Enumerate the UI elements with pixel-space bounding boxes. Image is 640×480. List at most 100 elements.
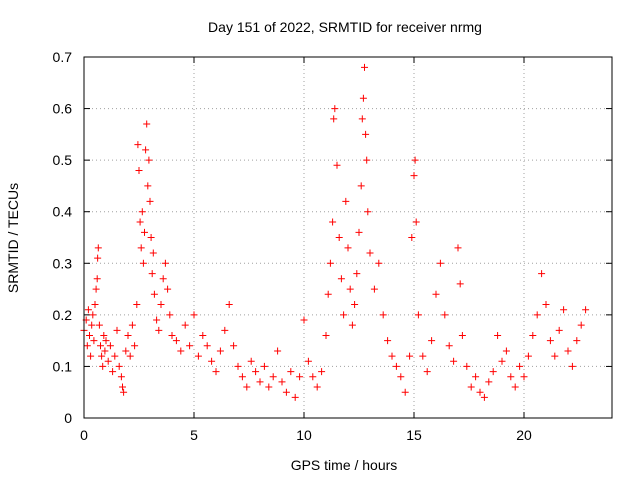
data-point	[122, 347, 130, 355]
data-point	[573, 337, 581, 345]
data-point	[419, 352, 427, 360]
data-point	[324, 290, 332, 298]
data-point	[230, 342, 238, 350]
data-point	[408, 234, 416, 241]
data-point	[344, 244, 352, 252]
y-tick-label: 0.1	[53, 358, 73, 374]
data-point	[99, 362, 107, 370]
data-point	[98, 352, 106, 360]
data-point	[362, 130, 370, 138]
data-points	[80, 63, 590, 401]
data-point	[318, 368, 326, 376]
y-tick-label: 0.4	[53, 204, 73, 220]
data-point	[147, 234, 155, 241]
data-point	[524, 352, 532, 360]
data-point	[102, 337, 110, 345]
data-point	[560, 306, 568, 314]
data-point	[335, 234, 343, 241]
data-point	[95, 321, 103, 329]
data-point	[119, 383, 126, 391]
data-point	[109, 368, 117, 376]
data-point	[384, 337, 392, 345]
data-point	[551, 352, 559, 360]
x-tick-label: 0	[80, 427, 88, 443]
data-point	[126, 352, 134, 360]
y-tick-label: 0	[64, 410, 72, 426]
data-point	[538, 270, 546, 278]
data-point	[322, 331, 330, 339]
data-point	[353, 270, 361, 278]
data-point	[309, 373, 317, 381]
data-point	[164, 285, 172, 293]
data-point	[90, 337, 98, 345]
data-point	[265, 383, 273, 391]
data-point	[274, 347, 282, 355]
data-point	[104, 357, 112, 365]
data-point	[577, 321, 585, 329]
data-point	[358, 115, 366, 123]
data-point	[542, 301, 550, 309]
data-point	[143, 120, 151, 128]
data-point	[117, 373, 125, 381]
x-tick-label: 15	[406, 427, 422, 443]
data-point	[194, 352, 202, 360]
data-point	[93, 275, 101, 283]
data-point	[142, 146, 150, 154]
data-point	[149, 249, 157, 257]
data-point	[148, 270, 156, 278]
y-axis-label: SRMTID / TECUs	[5, 183, 21, 293]
data-point	[406, 352, 414, 360]
data-point	[412, 218, 420, 226]
data-point	[436, 259, 444, 267]
data-point	[346, 285, 354, 293]
data-point	[340, 311, 348, 319]
data-point	[150, 290, 158, 298]
data-point	[208, 357, 216, 365]
data-point	[313, 383, 321, 391]
data-point	[330, 115, 338, 123]
data-point	[489, 368, 497, 376]
data-point	[507, 373, 515, 381]
data-point	[287, 368, 295, 376]
data-point	[83, 342, 91, 350]
data-point	[177, 347, 185, 355]
data-point	[94, 254, 102, 262]
data-point	[89, 311, 97, 319]
data-point	[329, 218, 337, 226]
data-point	[97, 342, 104, 350]
data-point	[186, 342, 194, 350]
data-point	[379, 311, 387, 319]
data-point	[181, 321, 189, 329]
data-point	[351, 301, 359, 309]
data-point	[86, 331, 93, 339]
data-point	[485, 378, 493, 386]
data-point	[445, 342, 453, 350]
data-point	[296, 373, 304, 381]
x-tick-label: 5	[190, 427, 198, 443]
data-point	[432, 290, 440, 298]
data-point	[282, 388, 290, 396]
data-point	[476, 388, 484, 396]
data-point	[203, 342, 211, 350]
data-point	[278, 378, 286, 386]
data-point	[564, 347, 572, 355]
data-point	[225, 301, 233, 309]
data-point	[348, 321, 356, 329]
data-point	[359, 94, 367, 102]
data-point	[131, 342, 139, 350]
data-point	[111, 352, 119, 360]
data-point	[221, 326, 229, 334]
x-axis-label: GPS time / hours	[291, 457, 398, 473]
data-point	[260, 362, 268, 370]
data-point	[529, 331, 537, 339]
data-point	[146, 197, 154, 205]
grid	[84, 57, 612, 418]
data-point	[331, 105, 339, 113]
data-point	[342, 197, 350, 205]
data-point	[252, 368, 260, 376]
data-point	[533, 311, 541, 319]
data-point	[100, 331, 108, 339]
data-point	[520, 373, 528, 381]
data-point	[133, 301, 141, 309]
